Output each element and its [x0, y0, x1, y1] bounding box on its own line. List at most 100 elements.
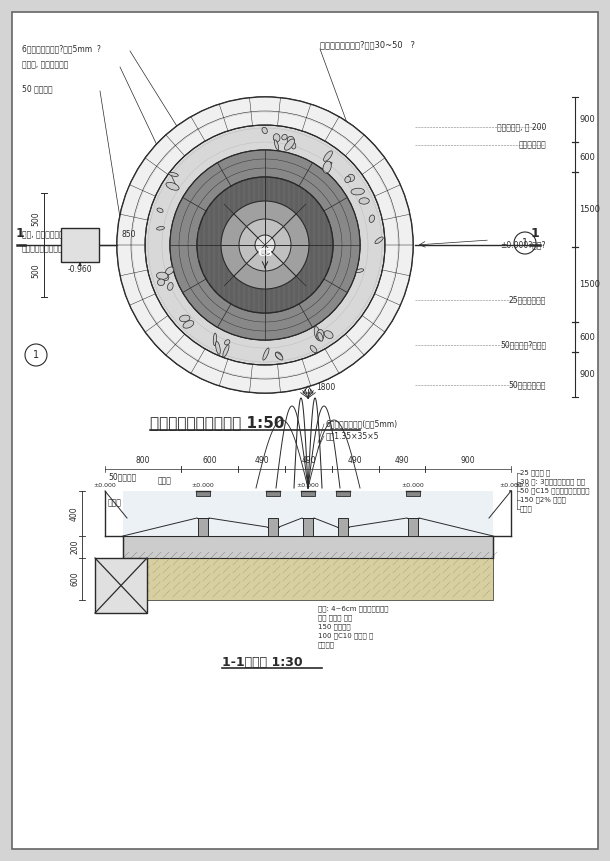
- Ellipse shape: [359, 198, 369, 204]
- Text: 1800: 1800: [316, 383, 336, 393]
- Text: 600: 600: [203, 456, 217, 465]
- Text: C3: C3: [257, 248, 273, 258]
- Ellipse shape: [347, 174, 354, 182]
- Ellipse shape: [263, 348, 269, 360]
- Ellipse shape: [165, 267, 174, 275]
- Text: 600: 600: [579, 152, 595, 162]
- Ellipse shape: [157, 279, 165, 286]
- Ellipse shape: [369, 215, 375, 222]
- Ellipse shape: [275, 352, 282, 359]
- Text: 路距: 4~6cm 台台磨石板底层: 路距: 4~6cm 台台磨石板底层: [318, 605, 389, 611]
- Text: 490: 490: [301, 456, 316, 465]
- Text: 1: 1: [16, 227, 24, 240]
- Text: ±0.000: ±0.000: [401, 483, 425, 488]
- Bar: [303, 518, 313, 536]
- Text: 50厚磨光墨石板: 50厚磨光墨石板: [509, 381, 546, 389]
- Ellipse shape: [162, 274, 169, 281]
- Text: 150 粗2% 石灰土: 150 粗2% 石灰土: [520, 497, 566, 504]
- Ellipse shape: [351, 189, 364, 195]
- Ellipse shape: [356, 269, 364, 273]
- Text: civil.com: civil.com: [252, 238, 308, 251]
- Text: 600: 600: [579, 332, 595, 342]
- Ellipse shape: [282, 134, 287, 139]
- Text: 磁件件: 磁件件: [108, 499, 122, 507]
- Ellipse shape: [223, 344, 229, 357]
- Text: 6厚聚灰色圆孔板(孔径5mm): 6厚聚灰色圆孔板(孔径5mm): [326, 419, 398, 429]
- Text: ±0.000: ±0.000: [93, 483, 117, 488]
- Ellipse shape: [310, 345, 317, 353]
- Text: 150 磨磨底土: 150 磨磨底土: [318, 623, 351, 629]
- Ellipse shape: [168, 282, 173, 290]
- Circle shape: [117, 97, 413, 393]
- Text: 土木在线: 土木在线: [256, 220, 304, 239]
- Bar: [95, 558, 147, 613]
- Ellipse shape: [375, 237, 383, 244]
- Text: 850: 850: [122, 230, 137, 239]
- Ellipse shape: [273, 133, 280, 142]
- Ellipse shape: [323, 161, 331, 173]
- Bar: [198, 518, 208, 536]
- Text: 圆环形水池, 深 200: 圆环形水池, 深 200: [497, 122, 546, 132]
- Bar: [123, 536, 493, 558]
- Ellipse shape: [323, 151, 332, 161]
- Ellipse shape: [292, 143, 296, 149]
- Text: 600: 600: [70, 572, 79, 586]
- Text: 素土夯实: 素土夯实: [318, 641, 335, 647]
- Text: 1500: 1500: [579, 280, 600, 289]
- Ellipse shape: [169, 172, 178, 177]
- Text: 50厚黑石板?六零矿: 50厚黑石板?六零矿: [500, 340, 546, 350]
- Text: 30 粗: 3干燥磨光泥砂浆 台层: 30 粗: 3干燥磨光泥砂浆 台层: [520, 479, 585, 486]
- Ellipse shape: [284, 139, 295, 150]
- Text: 喷泉口, 配合厂家施工: 喷泉口, 配合厂家施工: [22, 60, 68, 70]
- Ellipse shape: [324, 162, 332, 168]
- Bar: [196, 491, 210, 496]
- Text: 由喷泉厂家配合施工安装: 由喷泉厂家配合施工安装: [22, 245, 73, 253]
- Bar: [266, 491, 280, 496]
- Bar: [406, 491, 420, 496]
- Text: 25厚黄不板拼缝: 25厚黄不板拼缝: [509, 295, 546, 305]
- Bar: [336, 491, 350, 496]
- Ellipse shape: [157, 226, 165, 230]
- Text: 1-1剖面图 1:30: 1-1剖面图 1:30: [222, 655, 303, 668]
- Text: 100 黑C10 磨磨土 层: 100 黑C10 磨磨土 层: [318, 632, 373, 639]
- Ellipse shape: [274, 139, 279, 150]
- Ellipse shape: [183, 320, 194, 328]
- Text: 1500: 1500: [579, 205, 600, 214]
- Ellipse shape: [317, 330, 324, 341]
- Text: ±0.000: ±0.000: [192, 483, 214, 488]
- Circle shape: [255, 235, 275, 255]
- Bar: [338, 518, 348, 536]
- Circle shape: [145, 125, 385, 365]
- Ellipse shape: [179, 315, 190, 322]
- Text: 素土夯: 素土夯: [520, 505, 533, 512]
- Circle shape: [170, 150, 360, 340]
- Text: 台层 磨防水 一道: 台层 磨防水 一道: [318, 614, 352, 621]
- Ellipse shape: [157, 208, 163, 213]
- Ellipse shape: [345, 177, 351, 183]
- Text: 25 厚密实 铺: 25 厚密实 铺: [520, 470, 550, 476]
- Text: ±0.000?路面?: ±0.000?路面?: [500, 240, 546, 250]
- Text: 选凤凰缝白色卵石?粒径30~50   ?: 选凤凰缝白色卵石?粒径30~50 ?: [320, 40, 415, 49]
- Bar: [268, 518, 278, 536]
- Text: 办公区广场喷泉平面图 1:50: 办公区广场喷泉平面图 1:50: [150, 416, 284, 430]
- Ellipse shape: [314, 326, 320, 340]
- Text: 1: 1: [522, 238, 528, 248]
- Text: 6厚聚灰色圆孔板?孔径5mm  ?: 6厚聚灰色圆孔板?孔径5mm ?: [22, 45, 101, 53]
- Ellipse shape: [275, 353, 283, 360]
- Text: 400: 400: [70, 506, 79, 521]
- Ellipse shape: [324, 331, 333, 338]
- Ellipse shape: [262, 127, 267, 133]
- Circle shape: [197, 177, 333, 313]
- Text: ±0.0: ±0.0: [514, 483, 529, 488]
- Bar: [408, 518, 418, 536]
- Ellipse shape: [215, 342, 220, 355]
- Ellipse shape: [166, 183, 179, 190]
- Circle shape: [239, 219, 291, 271]
- Text: ±0.000: ±0.000: [296, 483, 320, 488]
- Ellipse shape: [157, 272, 168, 279]
- Text: 1: 1: [33, 350, 39, 360]
- Text: 磁磁件: 磁磁件: [158, 476, 172, 486]
- Text: -0.960: -0.960: [68, 265, 92, 274]
- Wedge shape: [117, 97, 413, 393]
- Bar: [123, 558, 493, 600]
